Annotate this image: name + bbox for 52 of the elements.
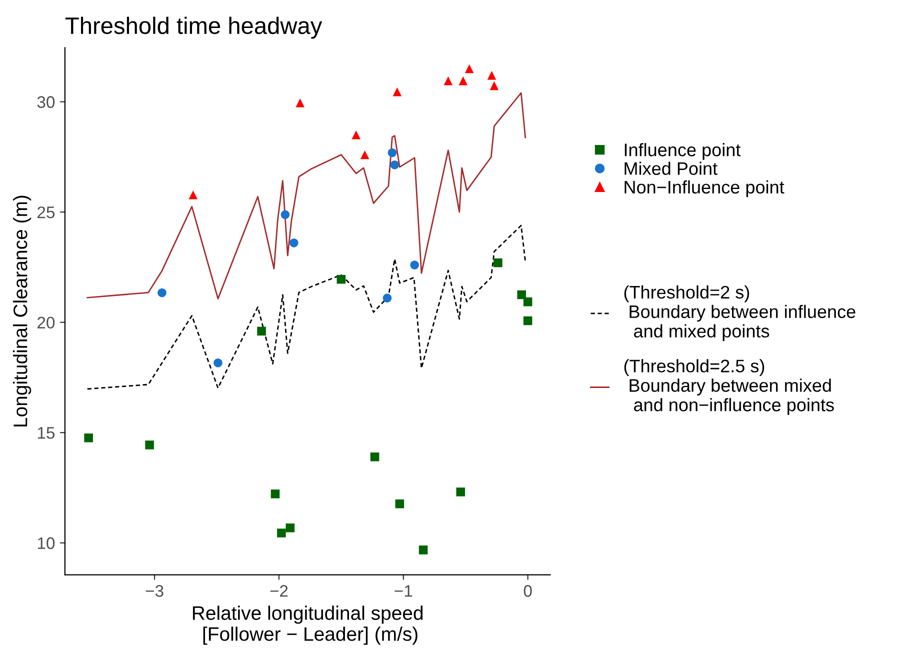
legend-label: Mixed Point bbox=[624, 162, 718, 175]
point bbox=[360, 150, 370, 160]
point bbox=[494, 258, 502, 268]
point bbox=[280, 210, 290, 220]
point bbox=[188, 190, 198, 200]
y-tick-label: 10 bbox=[38, 537, 55, 550]
point bbox=[257, 326, 266, 336]
line-series bbox=[86, 224, 526, 390]
legend-label: Non−Influence point bbox=[624, 180, 784, 198]
point bbox=[487, 70, 496, 80]
point bbox=[444, 76, 453, 86]
y-tick-label: 15 bbox=[38, 427, 55, 439]
point bbox=[214, 358, 222, 368]
point bbox=[390, 160, 400, 170]
x-tick-label: −1 bbox=[394, 585, 412, 597]
point bbox=[458, 76, 468, 86]
point bbox=[392, 87, 402, 96]
point bbox=[336, 274, 346, 284]
point bbox=[523, 316, 532, 326]
point bbox=[286, 523, 295, 532]
point bbox=[270, 490, 280, 498]
line-series bbox=[86, 92, 526, 300]
point bbox=[296, 98, 305, 108]
point bbox=[370, 452, 380, 462]
x-tick-label: −3 bbox=[146, 585, 164, 597]
point bbox=[145, 440, 154, 450]
point bbox=[388, 148, 397, 158]
chart-title: Threshold time headway bbox=[65, 16, 322, 39]
point bbox=[418, 546, 428, 554]
point bbox=[517, 290, 526, 300]
point bbox=[352, 130, 360, 140]
x-tick-label: −2 bbox=[270, 585, 288, 597]
point bbox=[277, 528, 286, 538]
point bbox=[84, 434, 93, 442]
point bbox=[410, 260, 419, 270]
x-tick-label: 0 bbox=[524, 585, 532, 597]
x-axis-title: Relative longitudinal speed [Follower − Leader] (m/s) bbox=[192, 606, 423, 645]
y-axis-title: Longitudinal Clearance (m) bbox=[13, 196, 32, 426]
point bbox=[290, 238, 298, 248]
point bbox=[382, 294, 392, 302]
y-tick-label: 20 bbox=[38, 316, 55, 329]
point bbox=[523, 297, 532, 306]
point bbox=[158, 288, 166, 298]
y-tick-label: 30 bbox=[37, 96, 55, 108]
point bbox=[490, 81, 499, 90]
point bbox=[464, 64, 474, 74]
legend-label: Influence point bbox=[624, 143, 741, 160]
legend-label: (Threshold=2.5 s) Boundary between mixed and non−influence points bbox=[624, 359, 834, 415]
y-tick-label: 25 bbox=[38, 206, 55, 218]
legend-label: (Threshold=2 s) Boundary between influence and mixed points bbox=[624, 285, 856, 342]
point bbox=[395, 499, 404, 508]
point bbox=[456, 488, 466, 496]
